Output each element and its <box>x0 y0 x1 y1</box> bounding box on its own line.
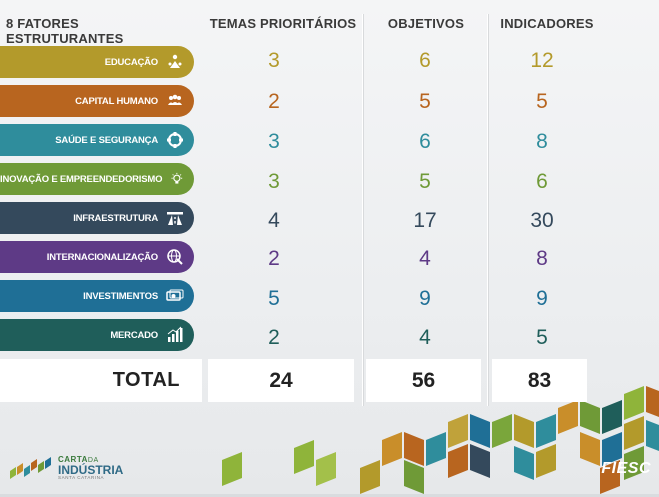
pill-label: SAÚDE E SEGURANÇA <box>55 134 158 146</box>
carta-da-industria-logo: CARTADA INDÚSTRIA SANTA CATARINA <box>10 456 123 481</box>
pill-educacao: EDUCAÇÃO <box>0 46 194 78</box>
total-indicadores: 83 <box>527 368 552 392</box>
team-icon <box>168 94 182 105</box>
objetivos-value: 5 <box>419 170 431 193</box>
total-objetivos-box: 56 <box>366 359 481 402</box>
header-objetivos: OBJETIVOS <box>387 16 465 31</box>
objetivos-value: 9 <box>419 287 431 310</box>
pill-saude-seguranca: SAÚDE E SEGURANÇA <box>0 124 194 156</box>
road-icon <box>167 212 183 225</box>
brand-industria: INDÚSTRIA <box>58 463 124 477</box>
total-objetivos: 56 <box>411 368 436 392</box>
objetivos-value: 5 <box>419 90 431 113</box>
temas-value: 3 <box>268 170 280 193</box>
total-label-box: TOTAL <box>0 359 202 402</box>
temas-value: 5 <box>268 287 280 310</box>
indicadores-value: 8 <box>536 130 548 153</box>
objetivos-value: 17 <box>413 209 437 232</box>
pill-internacionalizacao: INTERNACIONALIZAÇÃO <box>0 241 194 273</box>
column-separator <box>362 14 363 406</box>
temas-value: 3 <box>268 49 280 72</box>
pill-label: CAPITAL HUMANO <box>75 95 158 107</box>
health-cross-icon <box>167 132 183 148</box>
objetivos-value: 6 <box>419 49 431 72</box>
brand-da: DA <box>87 457 99 464</box>
indicadores-value: 30 <box>530 209 554 232</box>
pattern-tiles <box>222 386 659 494</box>
indicadores-value: 8 <box>536 247 548 270</box>
objetivos-value: 4 <box>419 326 431 349</box>
indicadores-value: 12 <box>530 49 554 72</box>
total-indicadores-box: 83 <box>492 359 587 402</box>
brand-sub: SANTA CATARINA <box>58 475 105 480</box>
pill-inovacao: INOVAÇÃO E EMPREENDEDORISMO <box>0 163 194 195</box>
money-icon <box>166 289 184 301</box>
pill-capital-humano: CAPITAL HUMANO <box>0 85 194 117</box>
objetivos-value: 6 <box>419 130 431 153</box>
temas-value: 3 <box>268 130 280 153</box>
temas-value: 4 <box>268 209 280 232</box>
pill-label: MERCADO <box>110 329 158 341</box>
logo-mark-icon <box>10 457 51 480</box>
education-people-icon <box>168 54 182 68</box>
pill-infraestrutura: INFRAESTRUTURA <box>0 202 194 234</box>
header-fatores: 8 FATORES ESTRUTURANTES <box>6 16 124 46</box>
pill-mercado: MERCADO <box>0 319 194 351</box>
pill-label: EDUCAÇÃO <box>104 56 158 68</box>
decorative-pattern <box>0 386 659 497</box>
temas-value: 2 <box>268 247 280 270</box>
pill-label: INTERNACIONALIZAÇÃO <box>46 251 158 263</box>
objetivos-value: 4 <box>419 247 431 270</box>
indicadores-value: 9 <box>536 287 548 310</box>
globe-icon <box>167 249 183 265</box>
total-temas: 24 <box>269 368 293 392</box>
indicadores-value: 5 <box>536 90 548 113</box>
brand-carta: CARTA <box>58 455 88 464</box>
column-separator <box>487 14 488 406</box>
fiesc-logo: FIESC <box>601 460 651 477</box>
indicadores-value: 6 <box>536 170 548 193</box>
header-indicadores: INDICADORES <box>500 16 594 31</box>
pill-label: INFRAESTRUTURA <box>73 212 158 224</box>
lightbulb-icon <box>171 172 183 184</box>
total-temas-box: 24 <box>208 359 354 402</box>
pill-label: INOVAÇÃO E EMPREENDEDORISMO <box>0 173 163 185</box>
temas-value: 2 <box>268 90 280 113</box>
total-label: TOTAL <box>112 369 180 391</box>
pill-investimentos: INVESTIMENTOS <box>0 280 194 312</box>
header-temas: TEMAS PRIORITÁRIOS <box>209 16 357 31</box>
temas-value: 2 <box>268 326 280 349</box>
footer-strip <box>0 494 659 497</box>
bar-chart-icon <box>167 326 183 342</box>
pill-label: INVESTIMENTOS <box>83 290 158 302</box>
indicadores-value: 5 <box>536 326 548 349</box>
